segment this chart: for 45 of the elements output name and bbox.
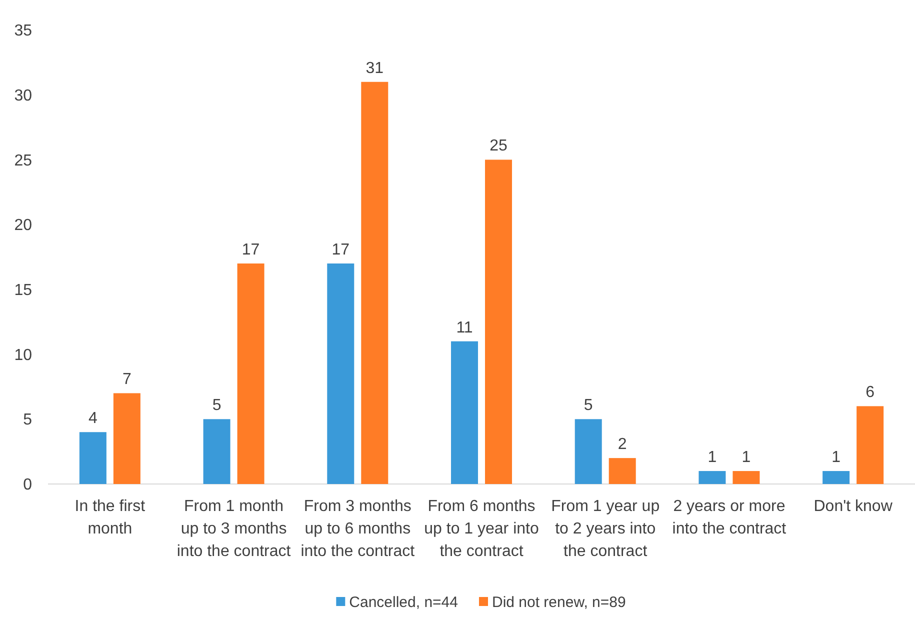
x-tick-label: 2 years or more into the contract	[672, 498, 787, 538]
data-label: 31	[366, 60, 384, 77]
bar	[485, 160, 512, 484]
data-label: 1	[742, 449, 751, 466]
x-tick-label: From 1 month up to 3 months into the contract	[176, 498, 292, 560]
data-label: 7	[122, 371, 132, 388]
y-tick-label: 15	[14, 282, 32, 300]
data-label: 1	[708, 449, 717, 466]
data-label: 1	[832, 449, 841, 466]
bar	[822, 471, 850, 484]
data-label: 2	[618, 436, 627, 454]
y-tick-label: 0	[23, 476, 32, 494]
x-tick-label: From 1 year up to 2 years into the contract	[551, 498, 660, 560]
bar	[203, 419, 230, 484]
y-tick-label: 10	[14, 346, 32, 364]
bar	[451, 341, 478, 484]
data-label: 17	[332, 241, 350, 258]
legend-label: Cancelled, n=44	[349, 594, 458, 611]
y-tick-label: 5	[23, 412, 32, 429]
x-tick-label: Don't know	[814, 498, 893, 515]
y-tick-label: 35	[14, 22, 32, 40]
bar	[327, 263, 354, 484]
data-label: 17	[242, 241, 260, 258]
data-label: 5	[584, 397, 593, 414]
bar	[732, 471, 760, 484]
x-tick-label: From 6 months up to 1 year into the contract	[424, 498, 539, 560]
data-label: 25	[490, 138, 508, 155]
x-tick-label: In the first month	[74, 498, 146, 538]
y-tick-label: 30	[14, 87, 32, 104]
y-tick-label: 20	[14, 217, 32, 234]
x-tick-label: From 3 months up to 6 months into the contract	[300, 498, 416, 560]
bar	[856, 406, 884, 484]
y-tick-label: 25	[14, 152, 32, 170]
data-label: 6	[866, 384, 875, 402]
data-label: 4	[88, 410, 98, 428]
bar	[113, 393, 140, 484]
bar	[608, 458, 636, 484]
bar	[574, 419, 602, 484]
bar	[79, 432, 106, 484]
bar	[698, 471, 726, 484]
data-label: 5	[212, 397, 222, 414]
bar	[361, 82, 388, 484]
data-label: 11	[456, 319, 473, 336]
bar	[237, 263, 264, 484]
legend-label: Did not renew, n=89	[492, 594, 626, 611]
